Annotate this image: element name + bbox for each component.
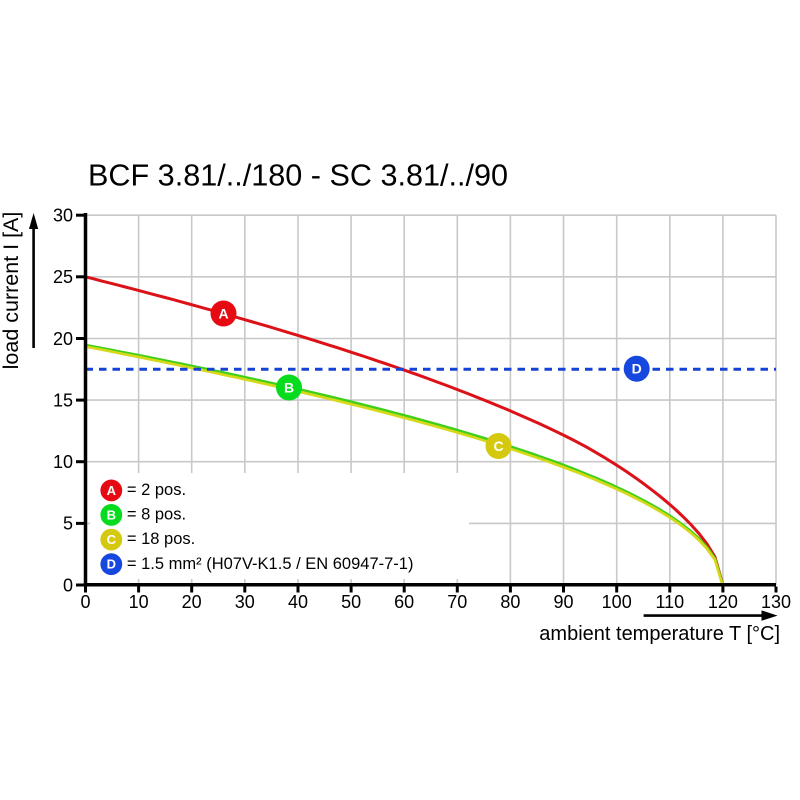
- svg-text:D: D: [107, 557, 116, 572]
- svg-text:80: 80: [500, 592, 520, 612]
- svg-text:30: 30: [53, 206, 73, 226]
- svg-text:130: 130: [761, 592, 791, 612]
- svg-text:10: 10: [129, 592, 149, 612]
- svg-text:= 2 pos.: = 2 pos.: [127, 481, 186, 499]
- svg-text:0: 0: [63, 575, 73, 595]
- svg-text:20: 20: [53, 329, 73, 349]
- svg-text:20: 20: [182, 592, 202, 612]
- svg-text:110: 110: [655, 592, 684, 612]
- svg-text:ambient temperature T [°C]: ambient temperature T [°C]: [539, 623, 780, 645]
- svg-text:25: 25: [53, 267, 73, 287]
- svg-text:70: 70: [447, 592, 467, 612]
- svg-text:15: 15: [53, 390, 73, 410]
- svg-text:5: 5: [63, 514, 73, 534]
- svg-text:100: 100: [602, 592, 632, 612]
- svg-text:120: 120: [708, 592, 738, 612]
- svg-text:60: 60: [394, 592, 414, 612]
- svg-text:A: A: [218, 306, 228, 322]
- svg-text:90: 90: [553, 592, 573, 612]
- svg-text:10: 10: [53, 452, 73, 472]
- svg-text:= 1.5 mm² (H07V-K1.5 / EN 6094: = 1.5 mm² (H07V-K1.5 / EN 60947-7-1): [127, 555, 414, 573]
- svg-text:BCF 3.81/../180 - SC 3.81/../9: BCF 3.81/../180 - SC 3.81/../90: [88, 159, 508, 193]
- svg-text:30: 30: [235, 592, 255, 612]
- svg-text:0: 0: [80, 592, 90, 612]
- svg-text:load current I [A]: load current I [A]: [0, 212, 23, 370]
- svg-text:= 18 pos.: = 18 pos.: [127, 530, 195, 548]
- svg-text:C: C: [493, 438, 503, 454]
- svg-text:50: 50: [341, 592, 361, 612]
- svg-text:A: A: [107, 483, 117, 498]
- svg-text:D: D: [632, 361, 642, 377]
- svg-text:40: 40: [288, 592, 308, 612]
- svg-text:B: B: [284, 380, 294, 396]
- svg-text:B: B: [107, 507, 116, 522]
- svg-text:= 8 pos.: = 8 pos.: [127, 506, 186, 524]
- svg-text:C: C: [107, 532, 117, 547]
